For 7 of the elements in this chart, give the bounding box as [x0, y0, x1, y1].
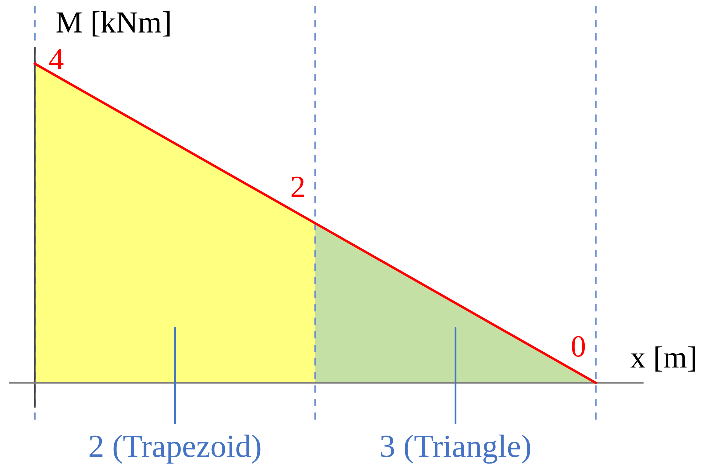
x-axis-title: x [m]: [630, 346, 696, 372]
data-label: 4: [50, 49, 64, 70]
data-label: 0: [572, 336, 586, 357]
data-label: 2: [292, 176, 304, 198]
text: 3 (Triangle): [381, 434, 531, 464]
text: 2 (Trapezoid): [90, 434, 261, 464]
y-axis-title: M [kNm]: [56, 12, 170, 37]
